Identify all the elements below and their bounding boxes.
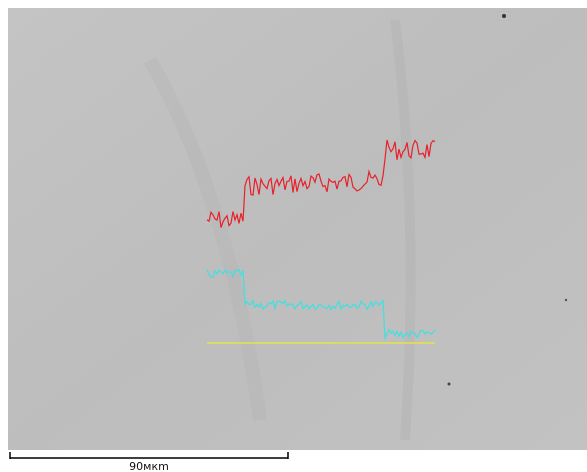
scale-bar-label: 90мкm — [129, 460, 169, 472]
line-scan-traces — [206, 139, 436, 341]
trace — [206, 139, 436, 228]
image-texture — [8, 8, 587, 450]
particle — [502, 14, 506, 18]
particle — [564, 298, 568, 302]
particle — [447, 382, 451, 386]
surface-shade — [390, 19, 416, 441]
trace — [206, 268, 436, 341]
